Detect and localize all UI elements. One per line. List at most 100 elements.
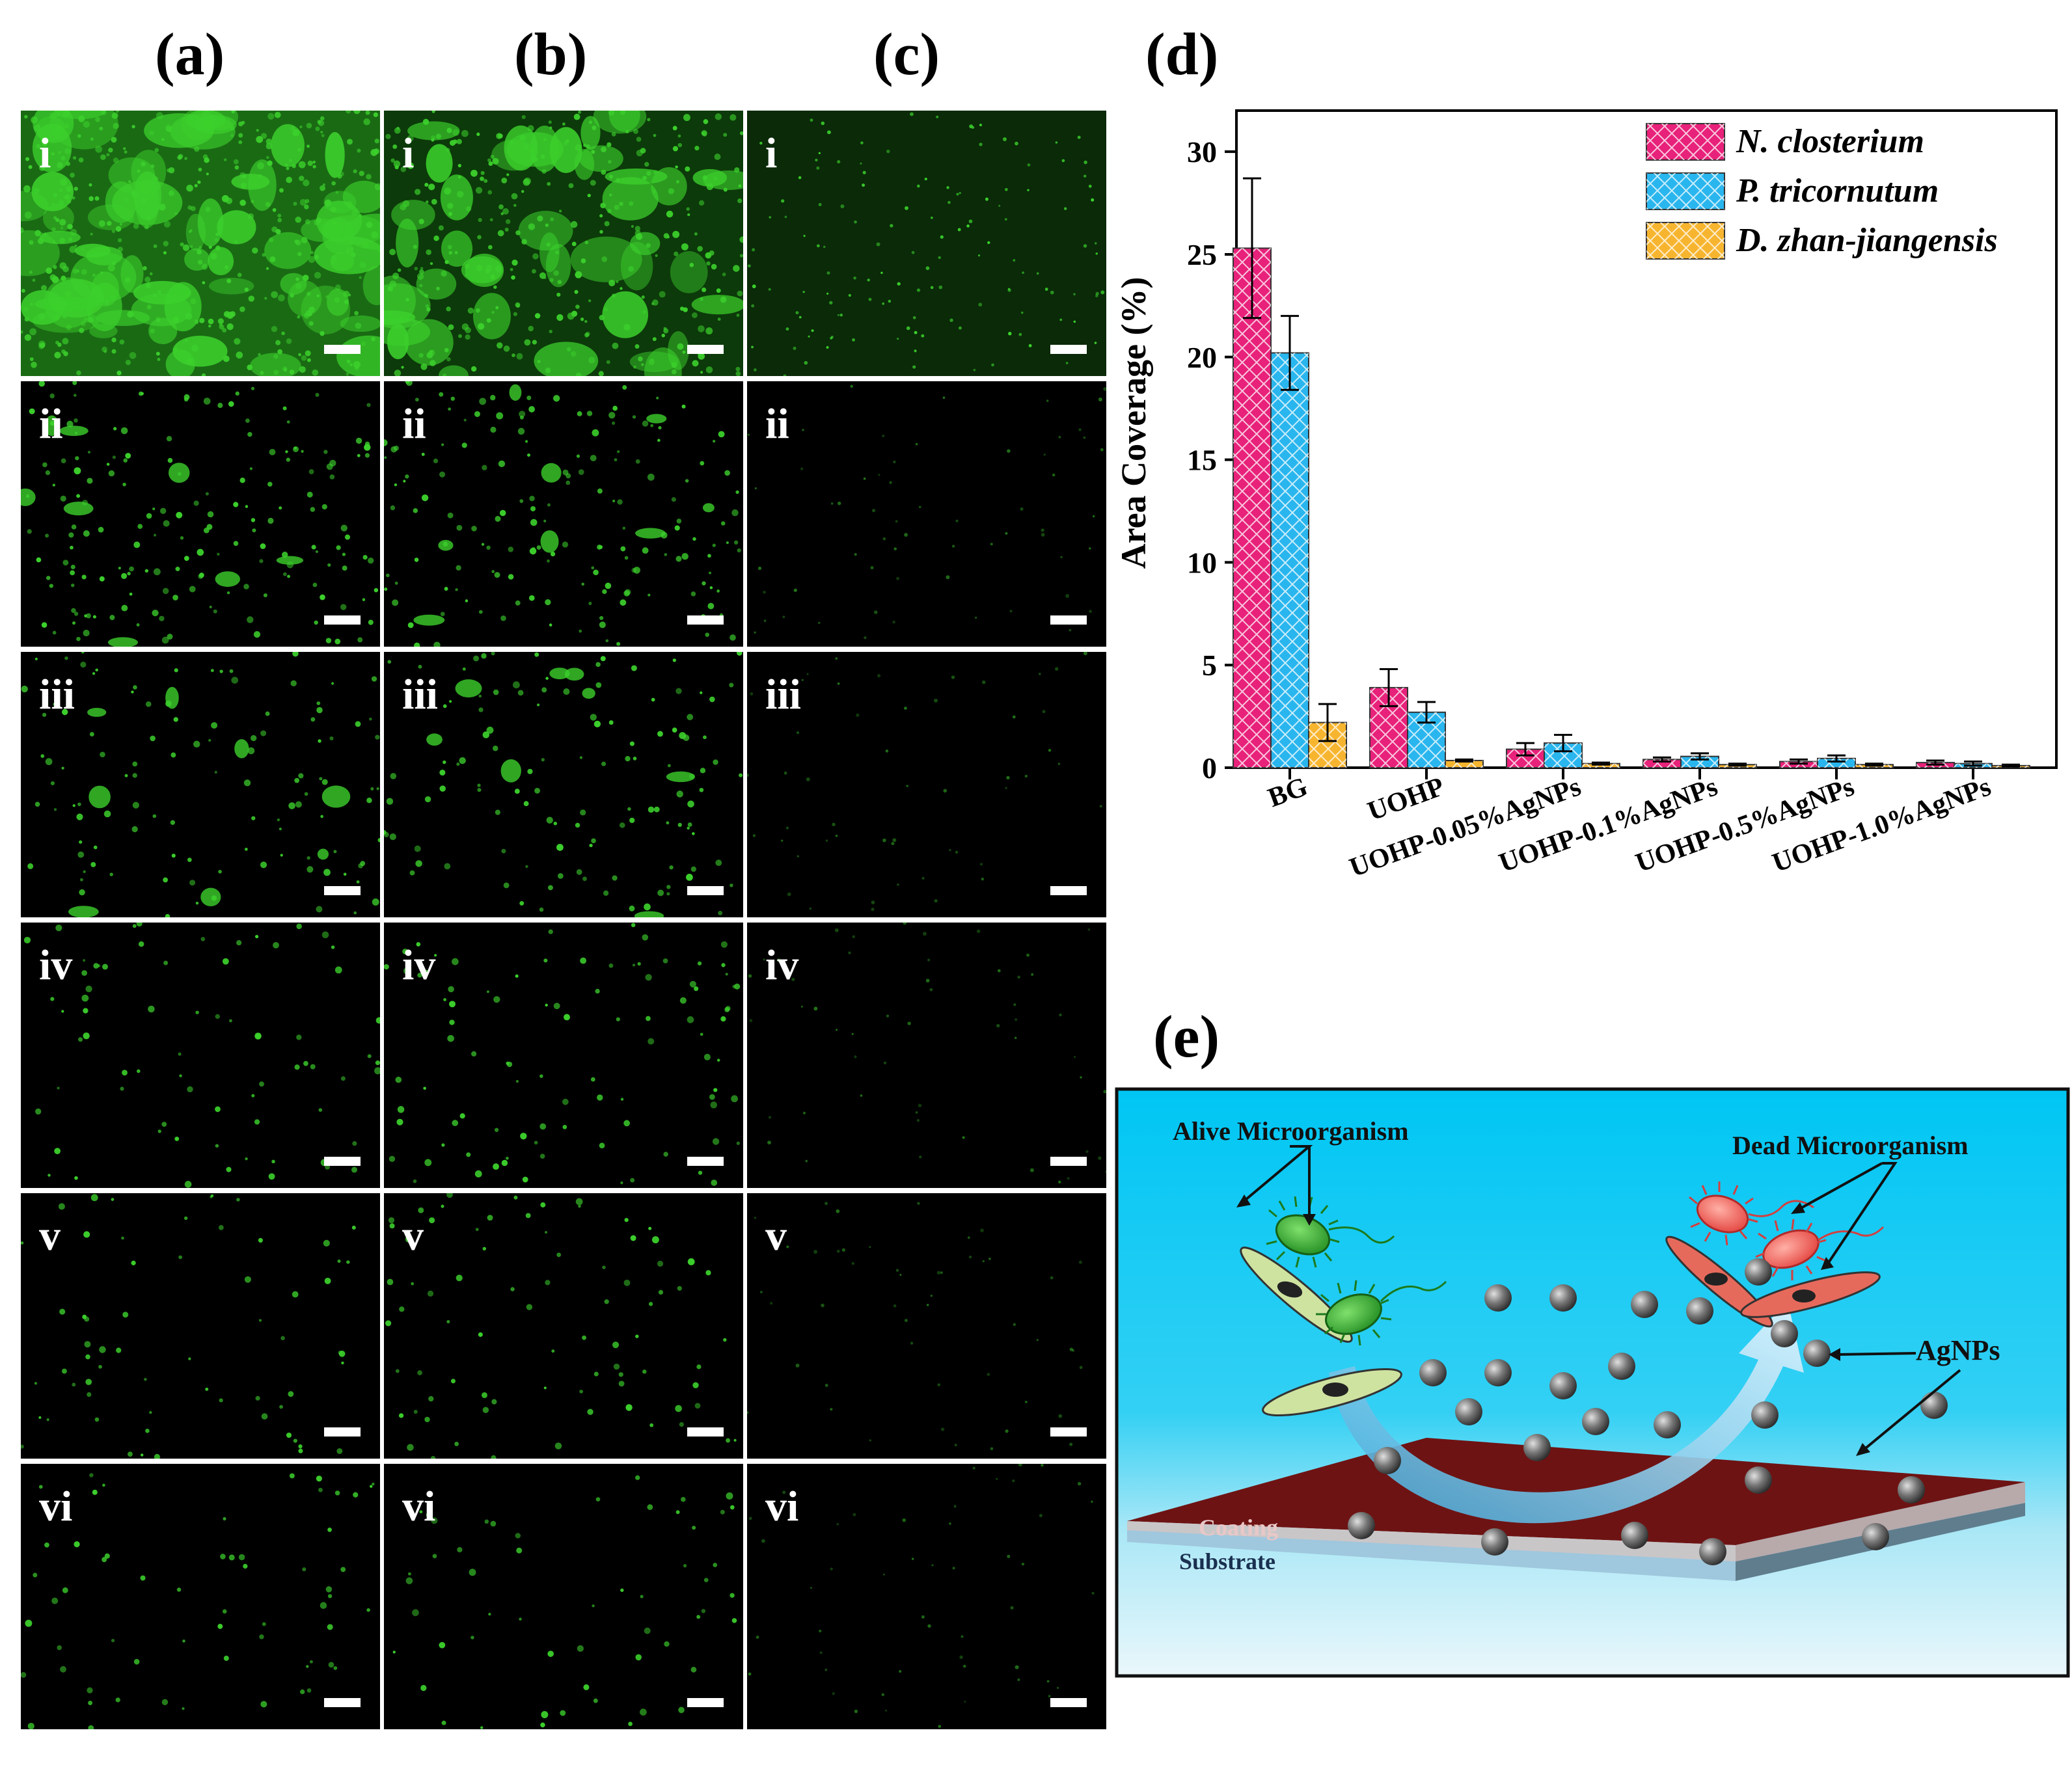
micrograph-label: vi [765, 1483, 799, 1530]
scale-bar [687, 345, 724, 354]
scale-bar [324, 345, 361, 354]
nanoparticle [1374, 1447, 1401, 1474]
scale-bar [324, 1427, 361, 1437]
micrograph-b-i: i [384, 111, 743, 376]
agnps-pointer-1-head [1829, 1348, 1840, 1361]
nanoparticle [1484, 1284, 1512, 1312]
micrograph-label: iii [402, 671, 439, 718]
schematic-frame [1115, 1087, 2070, 1678]
micrograph-label: iii [39, 671, 75, 718]
bar-hatch [1681, 756, 1719, 768]
alive-pointer-2-head [1303, 1214, 1316, 1226]
panel-label-a: (a) [155, 21, 225, 87]
legend-entry: D. zhan-jiangensis [1736, 222, 1998, 259]
micrograph-a-vi: vi [21, 1464, 380, 1729]
micrograph-label: iv [402, 941, 436, 989]
scale-bar [324, 615, 361, 625]
micrograph-c-i: i [747, 111, 1106, 376]
y-tick-label: 10 [1187, 546, 1217, 579]
bar-hatch [1780, 761, 1818, 768]
nanoparticle [1686, 1297, 1713, 1325]
nanoparticle [1920, 1392, 1948, 1419]
legend-swatch-hatch [1646, 124, 1724, 160]
coating-side [1736, 1482, 2025, 1561]
micrograph-label: vi [402, 1483, 436, 1530]
dead-pointer-1-head [1791, 1202, 1805, 1214]
mechanism-schematic: Coating Substrate [1115, 1087, 2070, 1678]
y-tick-label: 30 [1187, 135, 1217, 169]
dead-pointer-2-head [1821, 1257, 1834, 1270]
micrograph-label: i [402, 129, 415, 177]
alive-microorganisms [1240, 1196, 1447, 1417]
nanoparticle [1455, 1398, 1482, 1425]
legend-swatch-hatch [1646, 223, 1724, 259]
micrograph-label: v [39, 1212, 61, 1260]
dead-diatom-2-nucleus [1792, 1289, 1816, 1302]
nanoparticle [1745, 1258, 1772, 1286]
micrograph-label: ii [765, 400, 789, 448]
dead-bacterium-2 [1755, 1219, 1885, 1280]
micrograph-label: iv [765, 941, 799, 989]
nanoparticle [1484, 1359, 1512, 1386]
micrograph-label: vi [39, 1483, 73, 1530]
coating-edge [1127, 1521, 1736, 1561]
scale-bar [687, 886, 724, 895]
scale-bar [687, 1157, 724, 1166]
micrograph-b-iii: iii [384, 652, 743, 917]
nanoparticle [1608, 1353, 1635, 1380]
nanoparticle [1348, 1512, 1375, 1539]
nanoparticle [1751, 1401, 1779, 1429]
micrograph-c-v: v [747, 1193, 1106, 1459]
alive-bacterium-1 [1266, 1196, 1395, 1268]
nanoparticle [1862, 1523, 1889, 1550]
micrograph-a-i: i [21, 111, 380, 376]
bar-hatch [1818, 758, 1855, 768]
micrograph-label: ii [402, 400, 426, 448]
agnps-pointer-2 [1861, 1369, 1961, 1452]
nanoparticle [1419, 1359, 1447, 1386]
micrograph-a-iv: iv [21, 923, 380, 1188]
micrograph-label: ii [39, 400, 63, 448]
nanoparticle [1549, 1372, 1577, 1399]
coating-label: Coating [1199, 1515, 1278, 1541]
nanoparticle [1621, 1522, 1648, 1549]
micrograph-label: v [765, 1212, 787, 1260]
agnps-label: AgNPs [1916, 1334, 2000, 1366]
scale-bar [1050, 886, 1087, 895]
micrograph-c-vi: vi [747, 1464, 1106, 1729]
micrograph-c-iv: iv [747, 923, 1106, 1188]
micrograph-c-iii: iii [747, 652, 1106, 917]
nanoparticle [1582, 1408, 1609, 1435]
nanoparticle [1523, 1434, 1551, 1461]
scale-bar [1050, 1157, 1087, 1166]
scale-bar [1050, 1427, 1087, 1437]
micrograph-c-ii: ii [747, 381, 1106, 647]
micrograph-b-ii: ii [384, 381, 743, 647]
x-tick-label: UOHP-0.05%AgNPs [1346, 772, 1585, 883]
micrograph-a-v: v [21, 1193, 380, 1459]
nanoparticle [1549, 1284, 1577, 1312]
dead-pointer-2 [1825, 1162, 1898, 1267]
panel-label-c: (c) [873, 21, 940, 87]
scale-bar [1050, 1698, 1087, 1707]
scale-bar [324, 1698, 361, 1707]
dead-microorganisms [1665, 1181, 1885, 1328]
dead-microorganism-label: Dead Microorganism [1732, 1131, 1969, 1160]
y-tick-label: 25 [1187, 238, 1217, 271]
agnps-pointer-2-head [1856, 1443, 1870, 1456]
scale-bar [324, 886, 361, 895]
alive-diatom-1-nucleus [1277, 1281, 1303, 1298]
panel-label-e: (e) [1153, 1003, 1220, 1070]
alive-diatom-2-nucleus [1322, 1383, 1348, 1397]
nanoparticle [1654, 1411, 1681, 1438]
scale-bar [324, 1157, 361, 1166]
alive-microorganism-label: Alive Microorganism [1173, 1116, 1409, 1146]
scale-bar [1050, 345, 1087, 354]
panel-label-d: (d) [1145, 21, 1219, 87]
y-tick-label: 0 [1202, 751, 1217, 785]
agnps-pointer-1 [1836, 1352, 1916, 1356]
bar-hatch [1233, 248, 1271, 768]
nanoparticle [1631, 1291, 1658, 1318]
